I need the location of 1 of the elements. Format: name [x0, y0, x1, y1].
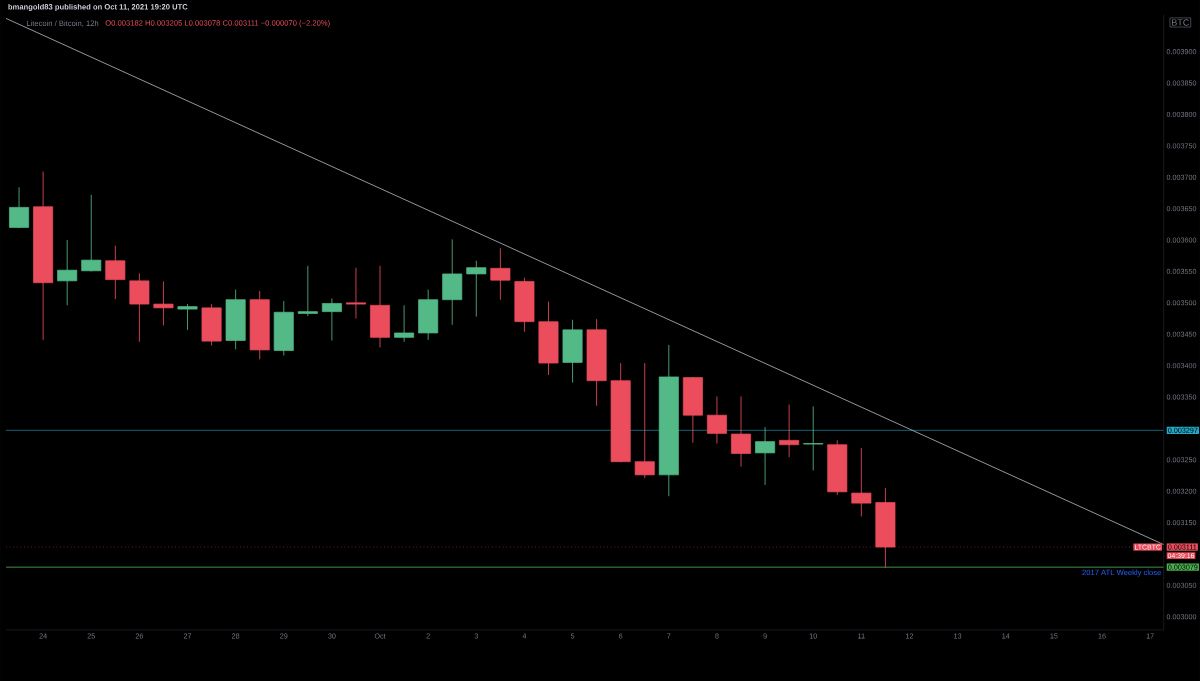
- y-axis-title: BTC: [1172, 19, 1189, 26]
